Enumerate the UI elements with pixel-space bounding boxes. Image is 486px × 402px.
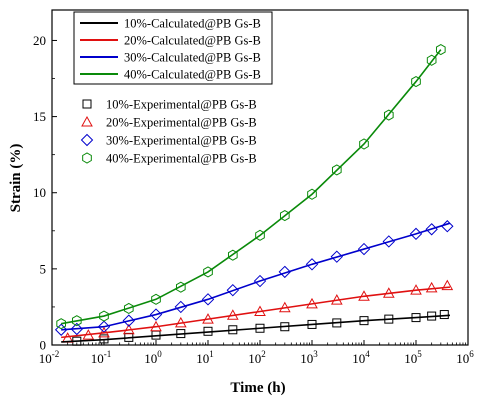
- x-tick-base: 10: [352, 351, 365, 366]
- y-tick-label: 5: [40, 261, 47, 276]
- data-point: [435, 44, 446, 56]
- x-tick-exponent: 5: [417, 349, 422, 359]
- legend-label: 30%-Calculated@PB Gs-B: [124, 51, 261, 65]
- x-tick-label: 105: [404, 349, 422, 366]
- y-tick-label: 0: [40, 338, 47, 353]
- x-tick-exponent: -2: [52, 349, 60, 359]
- y-tick-label: 15: [33, 109, 46, 124]
- series-line: [61, 222, 451, 331]
- x-tick-label: 106: [456, 349, 474, 366]
- data-point: [441, 279, 454, 291]
- x-tick-exponent: 4: [365, 349, 370, 359]
- data-point: [425, 281, 438, 293]
- x-tick-base: 10: [91, 351, 104, 366]
- data-point: [174, 300, 188, 314]
- data-point: [70, 322, 84, 336]
- data-point: [411, 75, 421, 88]
- x-axis-title: Time (h): [230, 380, 285, 396]
- x-tick-label: 101: [196, 349, 214, 366]
- legend-experimental: 10%-Experimental@PB Gs-B 20%-Experimental…: [80, 98, 257, 166]
- data-point: [99, 310, 109, 322]
- x-tick-label: 10-2: [39, 349, 60, 366]
- series-line: [61, 286, 451, 339]
- x-tick-base: 10: [300, 351, 313, 366]
- x-tick-exponent: 6: [469, 349, 474, 359]
- x-tick-base: 10: [39, 351, 52, 366]
- x-tick-label: 102: [248, 349, 266, 366]
- data-point: [441, 220, 454, 233]
- x-tick-base: 10: [248, 351, 261, 366]
- data-point: [307, 188, 317, 200]
- legend-calculated: 10%-Calculated@PB Gs-B 20%-Calculated@PB …: [73, 11, 273, 85]
- series-line: [61, 49, 442, 325]
- x-tick-exponent: 2: [261, 349, 266, 359]
- x-tick-base: 10: [196, 351, 209, 366]
- x-tick-exponent: 0: [157, 349, 162, 359]
- x-tick-exponent: 3: [313, 349, 318, 359]
- series-layer: [54, 44, 454, 346]
- y-axis-title: Strain (%): [8, 144, 24, 213]
- legend-label: 10%-Calculated@PB Gs-B: [124, 17, 261, 31]
- x-tick-label: 100: [144, 349, 162, 366]
- x-tick-base: 10: [456, 351, 469, 366]
- data-point: [382, 235, 396, 248]
- data-point: [226, 283, 240, 297]
- x-tick-exponent: -1: [104, 349, 112, 359]
- x-tick-base: 10: [144, 351, 157, 366]
- y-tick-label: 20: [33, 33, 46, 48]
- legend-label: 30%-Experimental@PB Gs-B: [106, 134, 257, 148]
- legend-label: 20%-Experimental@PB Gs-B: [106, 116, 257, 130]
- x-tick-label: 103: [300, 349, 318, 366]
- data-point: [71, 315, 82, 327]
- legend-label: 10%-Experimental@PB Gs-B: [106, 98, 257, 112]
- x-tick-label: 10-1: [91, 349, 112, 366]
- x-tick-exponent: 1: [209, 349, 214, 359]
- data-point: [227, 249, 238, 261]
- legend-marker-swatch: [82, 99, 92, 109]
- data-point: [359, 138, 369, 150]
- legend-label: 20%-Calculated@PB Gs-B: [124, 34, 261, 48]
- x-tick-base: 10: [404, 351, 417, 366]
- data-point: [56, 318, 66, 330]
- data-point: [426, 54, 437, 66]
- legend-marker-swatch: [80, 133, 94, 147]
- data-point: [330, 250, 344, 263]
- data-point: [54, 323, 68, 336]
- data-point: [278, 265, 292, 279]
- series-line: [61, 314, 451, 343]
- data-point: [331, 164, 342, 176]
- data-point: [383, 109, 394, 121]
- y-tick-label: 10: [33, 185, 46, 200]
- legend-marker-swatch: [81, 115, 93, 127]
- data-point: [122, 314, 136, 327]
- legend-label: 40%-Calculated@PB Gs-B: [124, 68, 261, 82]
- legend-marker-swatch: [82, 152, 92, 164]
- x-tick-label: 104: [352, 349, 370, 366]
- series-hexagon-markers: [56, 44, 446, 330]
- plot-frame: [51, 9, 469, 346]
- legend-label: 40%-Experimental@PB Gs-B: [106, 152, 257, 166]
- data-point: [439, 310, 449, 320]
